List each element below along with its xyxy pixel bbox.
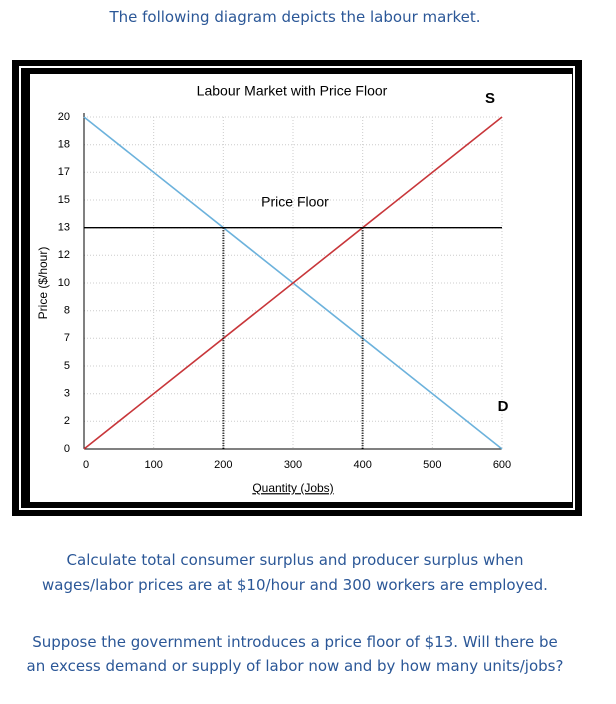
y-tick-label: 8 xyxy=(64,305,70,317)
x-tick-label: 400 xyxy=(353,459,371,471)
paragraph-line: Suppose the government introduces a pric… xyxy=(32,633,558,651)
y-tick-label: 3 xyxy=(64,388,70,400)
x-tick-label: 300 xyxy=(284,459,302,471)
header: The following diagram depicts the labour… xyxy=(109,8,481,26)
y-axis-label: Price ($/hour) xyxy=(36,247,50,320)
paragraph-line: Calculate total consumer surplus and pro… xyxy=(66,551,524,569)
x-tick-label: 0 xyxy=(83,459,89,471)
y-tick-label: 18 xyxy=(58,139,70,151)
x-tick-label: 100 xyxy=(144,459,162,471)
y-tick-label: 17 xyxy=(58,166,70,178)
chart-title: Labour Market with Price Floor xyxy=(197,83,388,99)
y-tick-label: 7 xyxy=(64,332,70,344)
paragraph-line: wages/labor prices are at $10/hour and 3… xyxy=(42,576,548,594)
series-label: D xyxy=(498,398,509,415)
y-tick-label: 12 xyxy=(58,249,70,261)
y-tick-label: 10 xyxy=(58,277,70,289)
y-tick-label: 13 xyxy=(58,222,70,234)
y-tick-label: 5 xyxy=(64,360,70,372)
series-label: S xyxy=(485,90,495,107)
x-tick-label: 600 xyxy=(493,459,511,471)
y-tick-label: 15 xyxy=(58,194,70,206)
x-tick-label: 200 xyxy=(214,459,232,471)
paragraph-line: an excess demand or supply of labor now … xyxy=(26,657,564,675)
y-tick-label: 0 xyxy=(64,443,70,455)
series-line xyxy=(83,116,503,450)
frame-inner xyxy=(19,66,575,510)
chart: Labour Market with Price Floor Price ($/… xyxy=(12,60,582,516)
x-tick-label: 500 xyxy=(423,459,441,471)
x-axis-label: Quantity (Jobs) xyxy=(252,481,333,495)
price-floor-label: Price Floor xyxy=(261,194,329,210)
y-tick-label: 2 xyxy=(64,415,70,427)
y-tick-label: 20 xyxy=(58,111,70,123)
